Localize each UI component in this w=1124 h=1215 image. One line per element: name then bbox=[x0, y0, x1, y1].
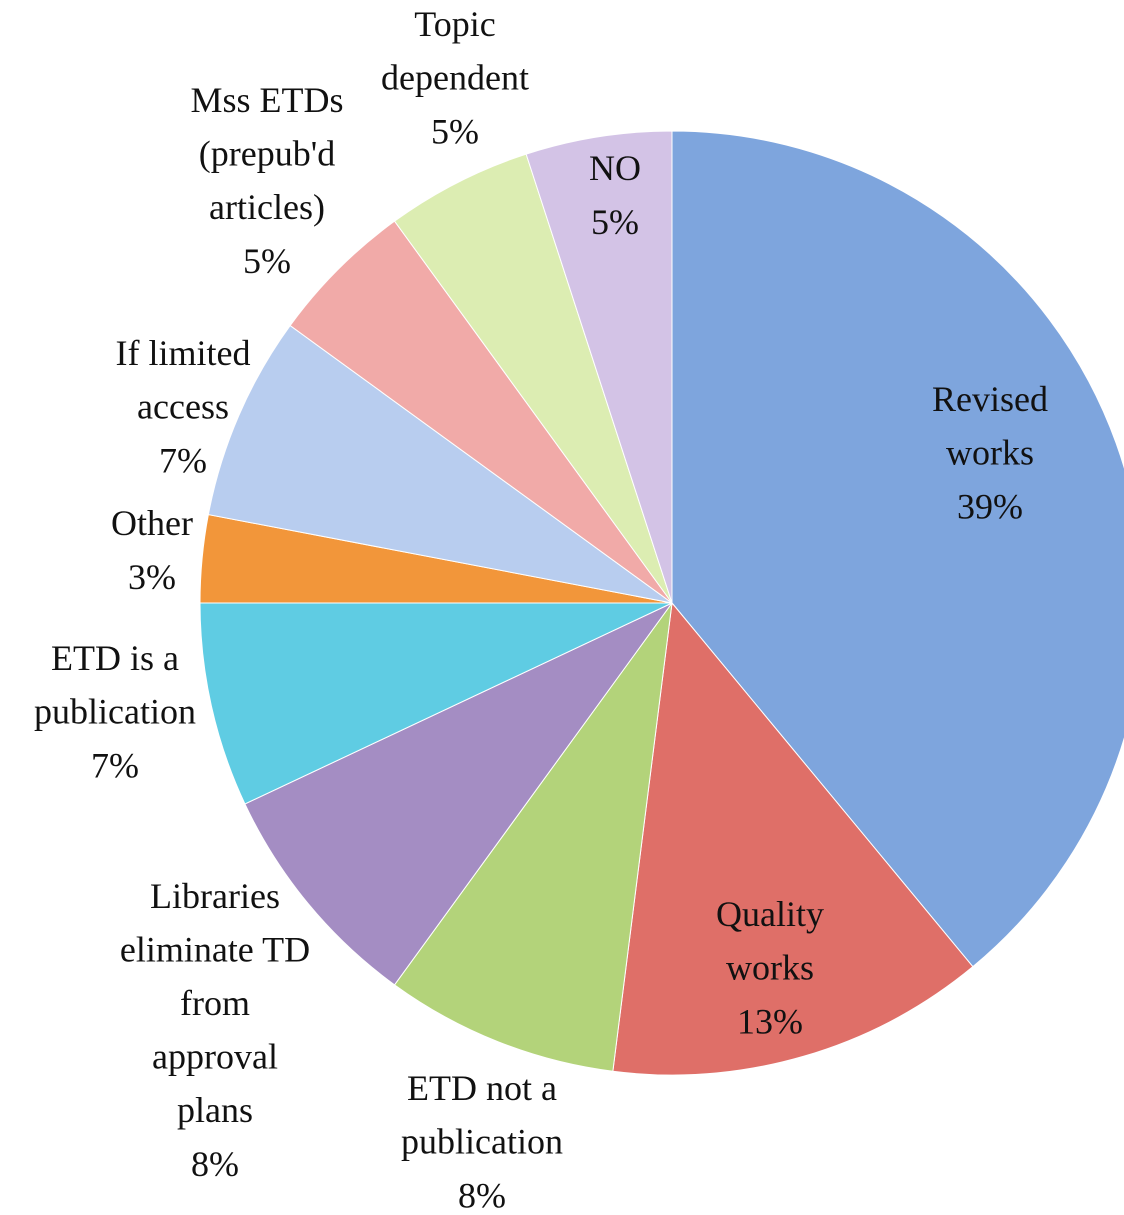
slice-label: If limited access bbox=[116, 333, 251, 427]
slice-label: Revised works bbox=[932, 379, 1048, 473]
label-line: Other bbox=[111, 503, 193, 543]
label-line: Mss ETDs bbox=[190, 80, 343, 120]
label-line: plans bbox=[177, 1090, 253, 1130]
value-label: 5% bbox=[243, 241, 291, 281]
value-label: 5% bbox=[431, 111, 479, 151]
pie-slice bbox=[199, 602, 673, 805]
pie-slice bbox=[393, 153, 673, 604]
label-line: works bbox=[946, 433, 1034, 473]
pie-slice bbox=[289, 220, 673, 604]
value-label: 3% bbox=[128, 557, 176, 597]
label-line: Revised bbox=[932, 379, 1048, 419]
pie-slice bbox=[671, 130, 1124, 968]
label-line: from bbox=[180, 983, 250, 1023]
label-line: works bbox=[726, 948, 814, 988]
value-label: 8% bbox=[191, 1144, 239, 1184]
label-line: eliminate TD bbox=[120, 930, 310, 970]
label-line: Topic bbox=[414, 4, 495, 44]
label-line: ETD is a bbox=[51, 638, 179, 678]
pie-slice bbox=[393, 602, 673, 1072]
label-line: publication bbox=[34, 692, 196, 732]
label-line: access bbox=[137, 387, 229, 427]
pie-slice bbox=[525, 130, 673, 604]
label-line: dependent bbox=[381, 58, 529, 98]
label-line: (prepub'd bbox=[199, 134, 335, 174]
value-label: 13% bbox=[737, 1001, 803, 1041]
value-label: 7% bbox=[159, 440, 207, 480]
slice-label: Mss ETDs (prepub'd articles) bbox=[190, 80, 343, 227]
slice-label: NO bbox=[589, 148, 641, 188]
label-line: If limited bbox=[116, 333, 251, 373]
label-line: ETD not a bbox=[407, 1068, 557, 1108]
value-label: 8% bbox=[458, 1175, 506, 1215]
slice-label: ETD is a publication bbox=[34, 638, 196, 732]
slice-label: Topic dependent bbox=[381, 4, 529, 98]
label-line: approval bbox=[152, 1037, 278, 1077]
label-line: publication bbox=[401, 1122, 563, 1162]
label-line: articles) bbox=[209, 187, 325, 227]
label-line: NO bbox=[589, 148, 641, 188]
pie-slice bbox=[244, 602, 673, 986]
slice-label: ETD not a publication bbox=[401, 1068, 563, 1162]
slice-label: Other bbox=[111, 503, 193, 543]
label-line: Quality bbox=[716, 894, 824, 934]
pie-slice bbox=[207, 324, 673, 604]
slice-label: Quality works bbox=[716, 894, 824, 988]
slice-label: Libraries eliminate TD from approval plans bbox=[120, 876, 310, 1130]
value-label: 39% bbox=[957, 486, 1023, 526]
value-label: 5% bbox=[591, 202, 639, 242]
pie-slice bbox=[612, 601, 974, 1076]
value-label: 7% bbox=[91, 745, 139, 785]
label-line: Libraries bbox=[150, 876, 280, 916]
